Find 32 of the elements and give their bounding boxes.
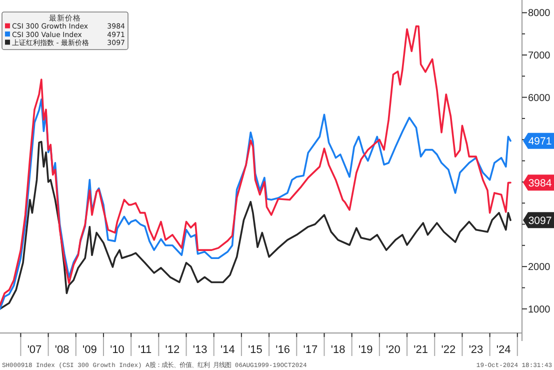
y-tick-label: 8000 [528, 8, 551, 20]
x-tick-label: '18 [330, 344, 346, 356]
y-tick-label: 1000 [528, 304, 551, 316]
x-tick-label: '24 [496, 344, 511, 356]
line-series [0, 140, 512, 310]
x-tick-label: '12 [165, 344, 180, 356]
y-tick-label: 2000 [528, 262, 551, 274]
line-series [0, 25, 512, 306]
data-label: 3984 [528, 177, 552, 190]
x-tick-label: '07 [27, 344, 42, 356]
value-tag: 3097 [523, 212, 554, 228]
x-tick-label: '15 [248, 344, 262, 356]
y-tick-label: 7000 [528, 50, 551, 62]
data-label: 4971 [528, 136, 552, 148]
x-tick-label: '13 [192, 344, 208, 356]
x-tick-label: '21 [414, 344, 428, 356]
x-tick-label: '10 [110, 344, 124, 356]
y-tick-label: 6000 [528, 92, 551, 104]
x-tick-label: '22 [441, 344, 456, 356]
x-tick-label: '08 [54, 344, 70, 356]
x-tick-label: '14 [220, 344, 235, 356]
x-tick-label: '09 [82, 344, 97, 356]
value-tag: 3984 [523, 174, 554, 191]
x-tick-label: '20 [386, 344, 400, 356]
x-tick-label: '16 [276, 344, 290, 356]
value-tag: 4971 [523, 132, 554, 149]
x-tick-label: '23 [468, 344, 484, 356]
line-series [0, 98, 512, 310]
x-tick-label: '17 [303, 344, 318, 356]
x-tick-label: '11 [138, 344, 152, 356]
x-tick-label: '19 [358, 344, 373, 356]
data-label: 3097 [528, 214, 552, 227]
